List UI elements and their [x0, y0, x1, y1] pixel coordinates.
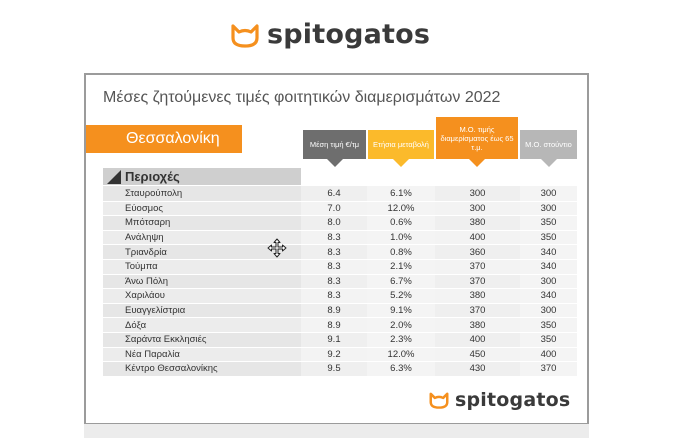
brand-name: spitogatos: [455, 389, 571, 411]
studio-cell: 340: [520, 289, 577, 303]
change-cell: 0.8%: [367, 245, 435, 259]
rent65-cell: 400: [435, 332, 520, 347]
rent65-cell: 450: [435, 347, 520, 362]
area-name: Μπότσαρη: [103, 216, 301, 230]
table-row: Εύοσμος 7.0 12.0% 300 300: [103, 200, 577, 216]
area-name: Τούμπα: [103, 259, 301, 274]
spitogatos-logo-top: spitogatos: [229, 20, 430, 50]
column-header-avg-price: Μέση τιμή €/τμ: [303, 130, 366, 167]
avg-price-cell: 8.3: [301, 289, 367, 303]
table-row: Άνω Πόλη 8.3 6.7% 370 300: [103, 273, 577, 289]
change-cell: 2.3%: [367, 332, 435, 347]
column-header-annual-change: Ετήσια μεταβολή: [368, 130, 434, 167]
avg-price-cell: 8.9: [301, 303, 367, 318]
area-name: Άνω Πόλη: [103, 274, 301, 289]
column-header-avg-studio: Μ.Ο. στούντιο: [520, 130, 577, 167]
change-cell: 12.0%: [367, 201, 435, 216]
studio-cell: 340: [520, 245, 577, 259]
table-row: Χαριλάου 8.3 5.2% 380 340: [103, 288, 577, 303]
studio-cell: 350: [520, 230, 577, 245]
area-name: Εύοσμος: [103, 201, 301, 216]
change-cell: 0.6%: [367, 216, 435, 230]
change-cell: 2.1%: [367, 259, 435, 274]
area-name: Χαριλάου: [103, 289, 301, 303]
change-cell: 5.2%: [367, 289, 435, 303]
table-row: Τριανδρία 8.3 0.8% 360 340: [103, 244, 577, 259]
move-cursor-icon: [267, 238, 287, 258]
avg-price-cell: 8.3: [301, 259, 367, 274]
avg-price-cell: 7.0: [301, 201, 367, 216]
studio-cell: 350: [520, 318, 577, 332]
corner-triangle-icon: [107, 170, 121, 184]
area-name: Σταυρούπολη: [103, 186, 301, 201]
rent65-cell: 370: [435, 274, 520, 289]
table-row: Νέα Παραλία 9.2 12.0% 450 400: [103, 346, 577, 362]
studio-cell: 300: [520, 274, 577, 289]
table-row: Σταυρούπολη 6.4 6.1% 300 300: [103, 186, 577, 201]
avg-price-cell: 6.4: [301, 186, 367, 201]
city-label: Θεσσαλονίκη: [86, 125, 242, 153]
infographic-title: Μέσες ζητούμενες τιμές φοιτητικών διαμερ…: [103, 89, 501, 106]
avg-price-cell: 8.0: [301, 216, 367, 230]
column-header-avg-rent-65: Μ.Ο. τιμής διαμερίσματος έως 65 τ.μ.: [436, 117, 518, 167]
table-row: Τούμπα 8.3 2.1% 370 340: [103, 258, 577, 274]
table-row: Σαράντα Εκκλησιές 9.1 2.3% 400 350: [103, 331, 577, 347]
card-bottom-strip: [84, 424, 589, 438]
spitogatos-logo-bottom: spitogatos: [428, 389, 570, 411]
rent65-cell: 380: [435, 289, 520, 303]
area-name: Κέντρο Θεσσαλονίκης: [103, 362, 301, 376]
rent65-cell: 400: [435, 230, 520, 245]
studio-cell: 300: [520, 303, 577, 318]
studio-cell: 400: [520, 347, 577, 362]
table-row: Ανάληψη 8.3 1.0% 400 350: [103, 229, 577, 245]
rent65-cell: 380: [435, 318, 520, 332]
area-name: Δόξα: [103, 318, 301, 332]
studio-cell: 350: [520, 216, 577, 230]
change-cell: 12.0%: [367, 347, 435, 362]
avg-price-cell: 9.1: [301, 332, 367, 347]
studio-cell: 350: [520, 332, 577, 347]
avg-price-cell: 8.3: [301, 245, 367, 259]
change-cell: 6.3%: [367, 362, 435, 376]
rent65-cell: 370: [435, 303, 520, 318]
rent65-cell: 370: [435, 259, 520, 274]
avg-price-cell: 9.5: [301, 362, 367, 376]
regions-header: Περιοχές: [103, 168, 301, 185]
change-cell: 1.0%: [367, 230, 435, 245]
change-cell: 6.7%: [367, 274, 435, 289]
studio-cell: 340: [520, 259, 577, 274]
table-row: Ευαγγελίστρια 8.9 9.1% 370 300: [103, 302, 577, 318]
avg-price-cell: 9.2: [301, 347, 367, 362]
rent65-cell: 360: [435, 245, 520, 259]
studio-cell: 300: [520, 201, 577, 216]
change-cell: 6.1%: [367, 186, 435, 201]
change-cell: 2.0%: [367, 318, 435, 332]
brand-name: spitogatos: [267, 19, 431, 50]
table-row: Μπότσαρη 8.0 0.6% 380 350: [103, 215, 577, 230]
area-name: Ανάληψη: [103, 230, 301, 245]
avg-price-cell: 8.3: [301, 230, 367, 245]
regions-label: Περιοχές: [125, 169, 180, 184]
rent65-cell: 430: [435, 362, 520, 376]
area-name: Νέα Παραλία: [103, 347, 301, 362]
cat-head-icon: [231, 24, 259, 48]
rent65-cell: 380: [435, 216, 520, 230]
area-name: Σαράντα Εκκλησιές: [103, 332, 301, 347]
avg-price-cell: 8.9: [301, 318, 367, 332]
avg-price-cell: 8.3: [301, 274, 367, 289]
change-cell: 9.1%: [367, 303, 435, 318]
cat-head-icon: [429, 392, 449, 409]
rent65-cell: 300: [435, 201, 520, 216]
rent65-cell: 300: [435, 186, 520, 201]
studio-cell: 300: [520, 186, 577, 201]
area-name: Τριανδρία: [103, 245, 301, 259]
studio-cell: 370: [520, 362, 577, 376]
table-row: Δόξα 8.9 2.0% 380 350: [103, 317, 577, 332]
table-row: Κέντρο Θεσσαλονίκης 9.5 6.3% 430 370: [103, 361, 577, 376]
prices-table: Σταυρούπολη 6.4 6.1% 300 300 Εύοσμος 7.0…: [103, 186, 577, 376]
area-name: Ευαγγελίστρια: [103, 303, 301, 318]
